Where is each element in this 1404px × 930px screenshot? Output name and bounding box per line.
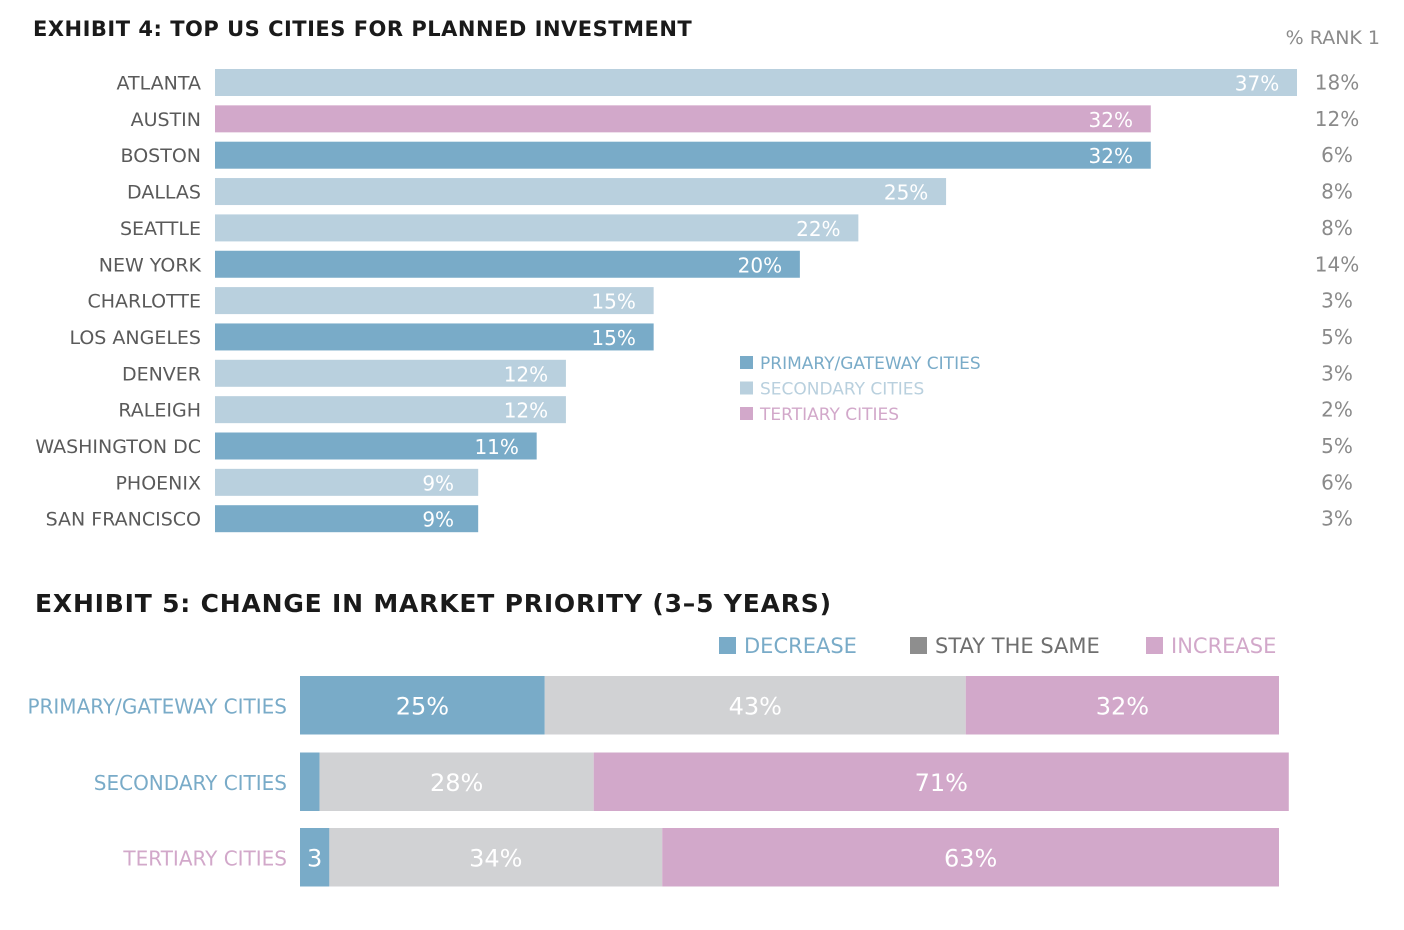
- data-label: 25%: [396, 692, 449, 720]
- exhibit5-bars: PRIMARY/GATEWAY CITIES 25% 43% 32% SECONDARY…: [27, 676, 1289, 887]
- rank-value: 5%: [1321, 325, 1353, 349]
- rank-value: 5%: [1321, 434, 1353, 458]
- rank-value: 6%: [1321, 470, 1353, 494]
- legend-swatch: [1146, 637, 1163, 654]
- category-label: DALLAS: [127, 182, 201, 204]
- exhibit5-title: EXHIBIT 5: CHANGE IN MARKET PRIORITY (3–…: [35, 589, 832, 618]
- bar: [215, 214, 859, 242]
- legend-label: INCREASE: [1171, 634, 1276, 658]
- bar: [215, 287, 654, 315]
- rank-value: 8%: [1321, 180, 1353, 204]
- bar: [215, 468, 479, 496]
- category-label: SAN FRANCISCO: [46, 509, 201, 531]
- data-label: 28%: [430, 769, 483, 797]
- data-label: 34%: [469, 844, 522, 872]
- data-label: 20%: [738, 253, 782, 277]
- bar: [215, 323, 654, 351]
- category-label: PHOENIX: [115, 472, 201, 494]
- legend-swatch: [740, 407, 753, 420]
- category-label: CHARLOTTE: [88, 291, 202, 313]
- data-label: 15%: [591, 290, 635, 314]
- exhibit4-legend: PRIMARY/GATEWAY CITIES SECONDARY CITIES TE…: [740, 354, 981, 425]
- legend-label: DECREASE: [744, 634, 857, 658]
- category-label: TERTIARY CITIES: [122, 846, 287, 870]
- bar: [215, 359, 566, 387]
- legend-swatch: [719, 637, 736, 654]
- segment: [300, 676, 545, 735]
- data-label: 63%: [944, 844, 997, 872]
- segment: [593, 752, 1289, 811]
- category-label: ATLANTA: [117, 73, 202, 95]
- bar: [215, 250, 800, 278]
- rank-value: 3%: [1321, 361, 1353, 385]
- data-label: 32%: [1089, 144, 1133, 168]
- segment: [662, 828, 1279, 887]
- legend-label: TERTIARY CITIES: [759, 405, 899, 425]
- legend-label: PRIMARY/GATEWAY CITIES: [760, 354, 981, 374]
- legend-swatch: [740, 356, 753, 369]
- data-label: 71%: [915, 769, 968, 797]
- segment: [329, 828, 663, 887]
- category-label: PRIMARY/GATEWAY CITIES: [27, 694, 287, 718]
- data-label: 22%: [796, 217, 840, 241]
- data-label: 32%: [1096, 692, 1149, 720]
- exhibit5-legend: DECREASE STAY THE SAME INCREASE: [719, 634, 1276, 658]
- data-label: 9%: [422, 508, 454, 532]
- category-label: DENVER: [122, 363, 201, 385]
- rank-value: 8%: [1321, 216, 1353, 240]
- segment: [300, 828, 330, 887]
- exhibit4-title: EXHIBIT 4: TOP US CITIES FOR PLANNED INV…: [33, 17, 692, 41]
- data-label: 9%: [422, 471, 454, 495]
- data-label: 25%: [884, 181, 928, 205]
- data-label: 3: [307, 844, 322, 872]
- category-label: WASHINGTON DC: [35, 436, 201, 458]
- data-label: 43%: [729, 692, 782, 720]
- rank-value: 2%: [1321, 398, 1353, 422]
- rank-value: 14%: [1315, 252, 1359, 276]
- segment: [300, 752, 320, 811]
- rank-value: 18%: [1315, 71, 1359, 95]
- segment: [544, 676, 966, 735]
- legend-swatch: [740, 381, 753, 395]
- legend-label: STAY THE SAME: [935, 634, 1100, 658]
- bar: [215, 105, 1151, 133]
- bar: [215, 69, 1297, 96]
- category-label: LOS ANGELES: [69, 327, 201, 349]
- bar: [215, 178, 947, 206]
- category-label: NEW YORK: [99, 254, 202, 276]
- category-label: BOSTON: [121, 145, 202, 167]
- bar: [215, 505, 479, 533]
- category-label: AUSTIN: [131, 109, 201, 131]
- data-label: 32%: [1089, 108, 1133, 132]
- data-label: 15%: [591, 326, 635, 350]
- rank-value: 3%: [1321, 507, 1353, 531]
- data-label: 12%: [504, 362, 548, 386]
- legend-swatch: [910, 637, 927, 654]
- legend-label: SECONDARY CITIES: [760, 380, 924, 400]
- bar: [215, 141, 1151, 169]
- bar: [215, 396, 566, 424]
- category-label: SECONDARY CITIES: [94, 771, 287, 795]
- rank-value: 6%: [1321, 143, 1353, 167]
- category-label: RALEIGH: [118, 400, 201, 422]
- rank-value: 3%: [1321, 289, 1353, 313]
- rank-header: % RANK 1: [1286, 27, 1380, 49]
- segment: [319, 752, 594, 811]
- data-label: 12%: [504, 399, 548, 423]
- exhibit4-bars: ATLANTA 37% 18% AUSTIN 32% 12% BOSTON 32% 6% DALL…: [35, 69, 1359, 533]
- segment: [965, 676, 1279, 735]
- data-label: 37%: [1235, 72, 1279, 96]
- rank-value: 12%: [1315, 107, 1359, 131]
- bar: [215, 432, 537, 460]
- category-label: SEATTLE: [120, 218, 201, 240]
- data-label: 11%: [474, 435, 518, 459]
